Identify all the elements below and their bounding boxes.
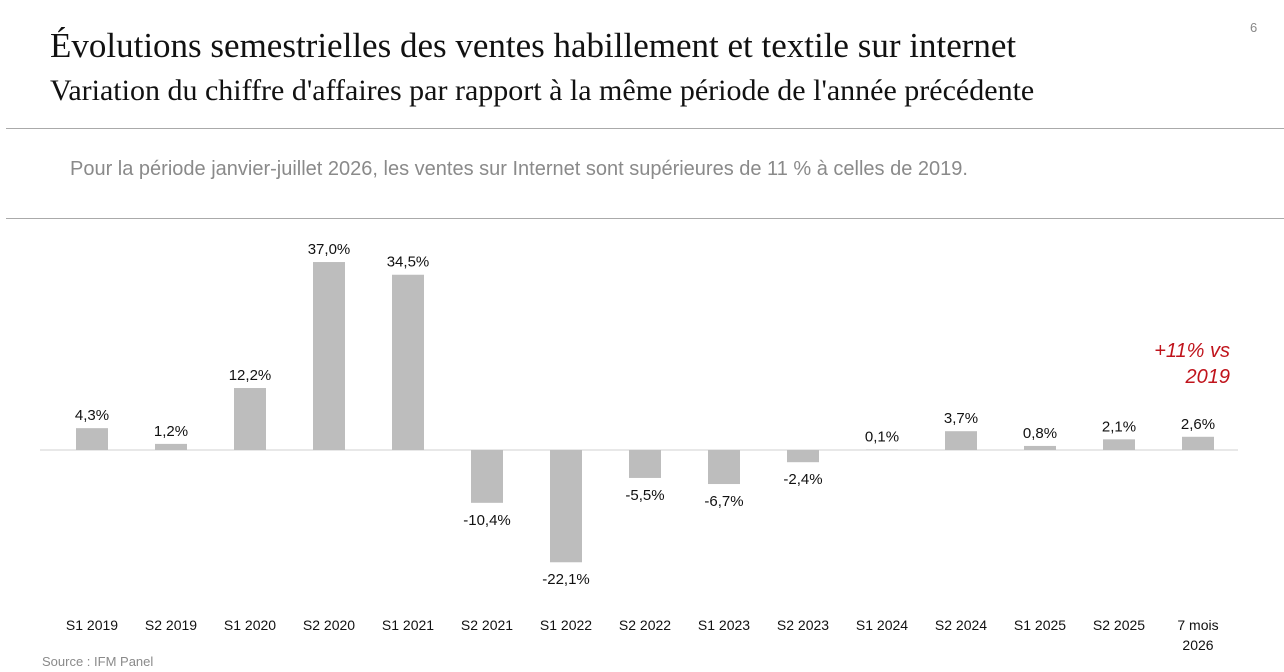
value-label: 0,1% [865, 428, 899, 445]
bar [1182, 436, 1214, 450]
title: Évolutions semestrielles des ventes habi… [50, 26, 1017, 65]
annotation: +11% vs 2019 [1154, 340, 1230, 388]
page-number: 6 [1250, 20, 1258, 35]
value-label: 2,1% [1102, 418, 1136, 435]
separator [6, 218, 1284, 219]
x-tick-label: S2 2023 [776, 617, 830, 633]
x-tick-label: S2 2025 [1092, 617, 1146, 633]
bar [155, 443, 187, 450]
bar [234, 388, 266, 450]
value-label: 4,3% [75, 407, 109, 424]
x-tick-label: 7 mois 2026 [1177, 617, 1219, 653]
value-label: -6,7% [704, 493, 743, 510]
x-tick-label: S2 2022 [618, 617, 672, 633]
x-tick-label: S1 2020 [223, 617, 277, 633]
x-tick-label: S1 2022 [539, 617, 593, 633]
subtitle: Variation du chiffre d'affaires par rapp… [50, 74, 1035, 107]
bar [708, 450, 740, 485]
x-tick-label: S1 2024 [855, 617, 909, 633]
x-tick-label: S2 2024 [934, 617, 988, 633]
x-tick-label: S2 2021 [460, 617, 514, 633]
note: Pour la période janvier-juillet 2026, le… [70, 158, 968, 180]
value-label: 34,5% [387, 254, 430, 271]
value-label: -10,4% [463, 512, 511, 529]
value-label: -22,1% [542, 571, 590, 588]
value-label: -5,5% [625, 487, 664, 504]
bar [1103, 439, 1135, 450]
x-tick-label: S1 2021 [381, 617, 435, 633]
source: Source : IFM Panel [42, 654, 154, 669]
bar [392, 274, 424, 450]
bar [945, 431, 977, 450]
value-label: 2,6% [1181, 416, 1215, 433]
value-label: 37,0% [308, 241, 351, 258]
bar [629, 450, 661, 478]
bar [787, 450, 819, 463]
x-tick-label: S2 2020 [302, 617, 356, 633]
separator [6, 128, 1284, 129]
x-tick-label: S2 2019 [144, 617, 198, 633]
bar [550, 450, 582, 563]
bar [471, 450, 503, 503]
bar [1024, 445, 1056, 450]
value-label: 3,7% [944, 410, 978, 427]
x-tick-label: S1 2023 [697, 617, 751, 633]
value-label: -2,4% [783, 471, 822, 488]
value-label: 12,2% [229, 367, 272, 384]
bar [313, 262, 345, 450]
bar [76, 428, 108, 450]
bar [866, 449, 898, 450]
x-tick-label: S1 2019 [65, 617, 119, 633]
value-label: 0,8% [1023, 425, 1057, 442]
x-tick-label: S1 2025 [1013, 617, 1067, 633]
value-label: 1,2% [154, 423, 188, 440]
